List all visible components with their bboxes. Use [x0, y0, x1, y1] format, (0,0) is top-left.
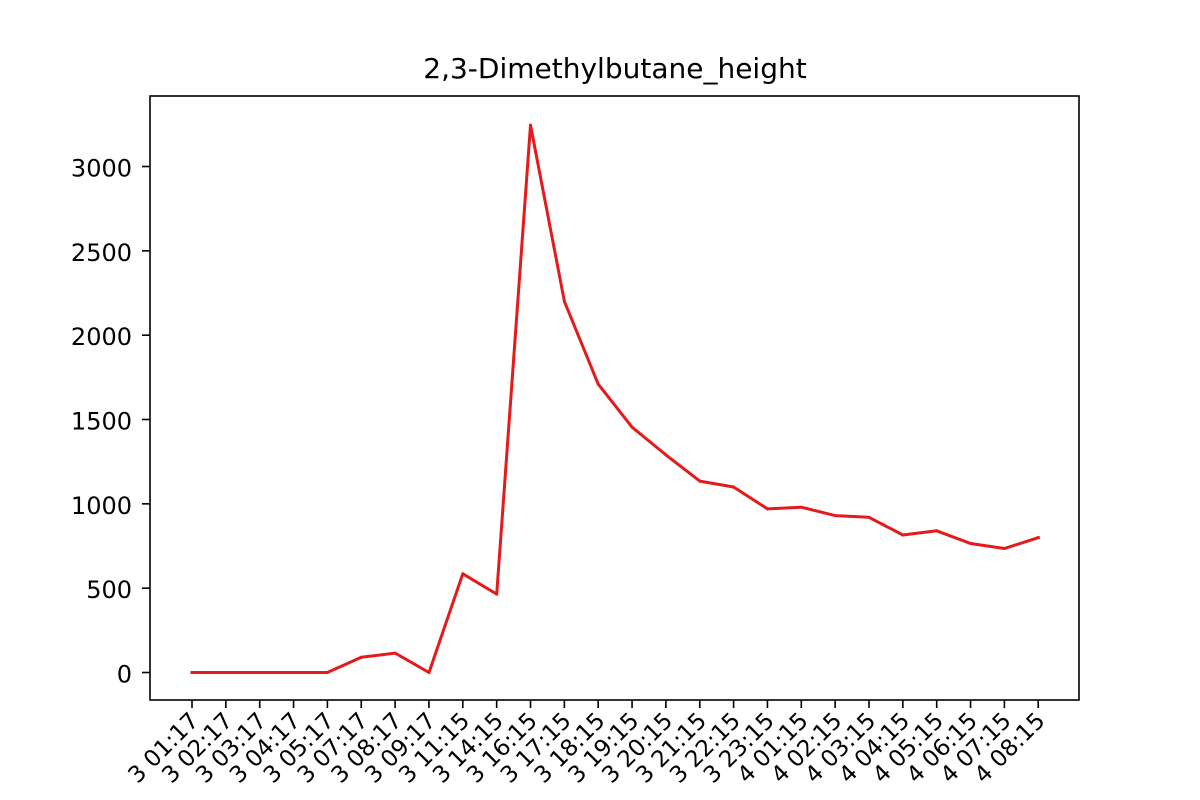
- data-point: [867, 515, 871, 519]
- data-point: [799, 505, 803, 509]
- plot-series: [190, 123, 1041, 674]
- data-point: [732, 485, 736, 489]
- data-point: [562, 299, 566, 303]
- data-point: [461, 572, 465, 576]
- y-tick-label: 500: [86, 576, 132, 604]
- data-point: [258, 671, 262, 674]
- data-point: [292, 671, 296, 674]
- data-point: [596, 382, 600, 386]
- plot-frame: [149, 95, 1080, 701]
- y-tick-label: 2000: [71, 323, 132, 351]
- data-point: [190, 671, 194, 674]
- y-tick-label: 3000: [71, 155, 132, 183]
- data-point: [664, 453, 668, 457]
- data-point: [901, 533, 905, 537]
- data-point: [1002, 547, 1006, 551]
- data-point: [427, 671, 431, 674]
- data-point: [529, 123, 532, 127]
- y-axis: 0 500 1000 1500 2000 2500 3000: [71, 155, 150, 689]
- chart-title: 2,3-Dimethylbutane_height: [423, 52, 806, 85]
- data-point: [630, 425, 634, 429]
- data-point: [325, 671, 329, 674]
- y-tick-label: 1000: [71, 492, 132, 520]
- data-point: [1036, 536, 1040, 540]
- series-line: [190, 123, 1041, 674]
- data-point: [765, 507, 769, 511]
- y-tick-label: 1500: [71, 408, 132, 436]
- data-point: [495, 592, 499, 596]
- data-point: [393, 651, 397, 655]
- y-tick-label: 0: [117, 661, 132, 689]
- data-point: [224, 671, 228, 674]
- data-point: [935, 529, 939, 533]
- data-point: [969, 541, 973, 545]
- data-point: [359, 655, 363, 659]
- data-point: [698, 479, 702, 483]
- y-tick-label: 2500: [71, 239, 132, 267]
- data-point: [833, 514, 837, 518]
